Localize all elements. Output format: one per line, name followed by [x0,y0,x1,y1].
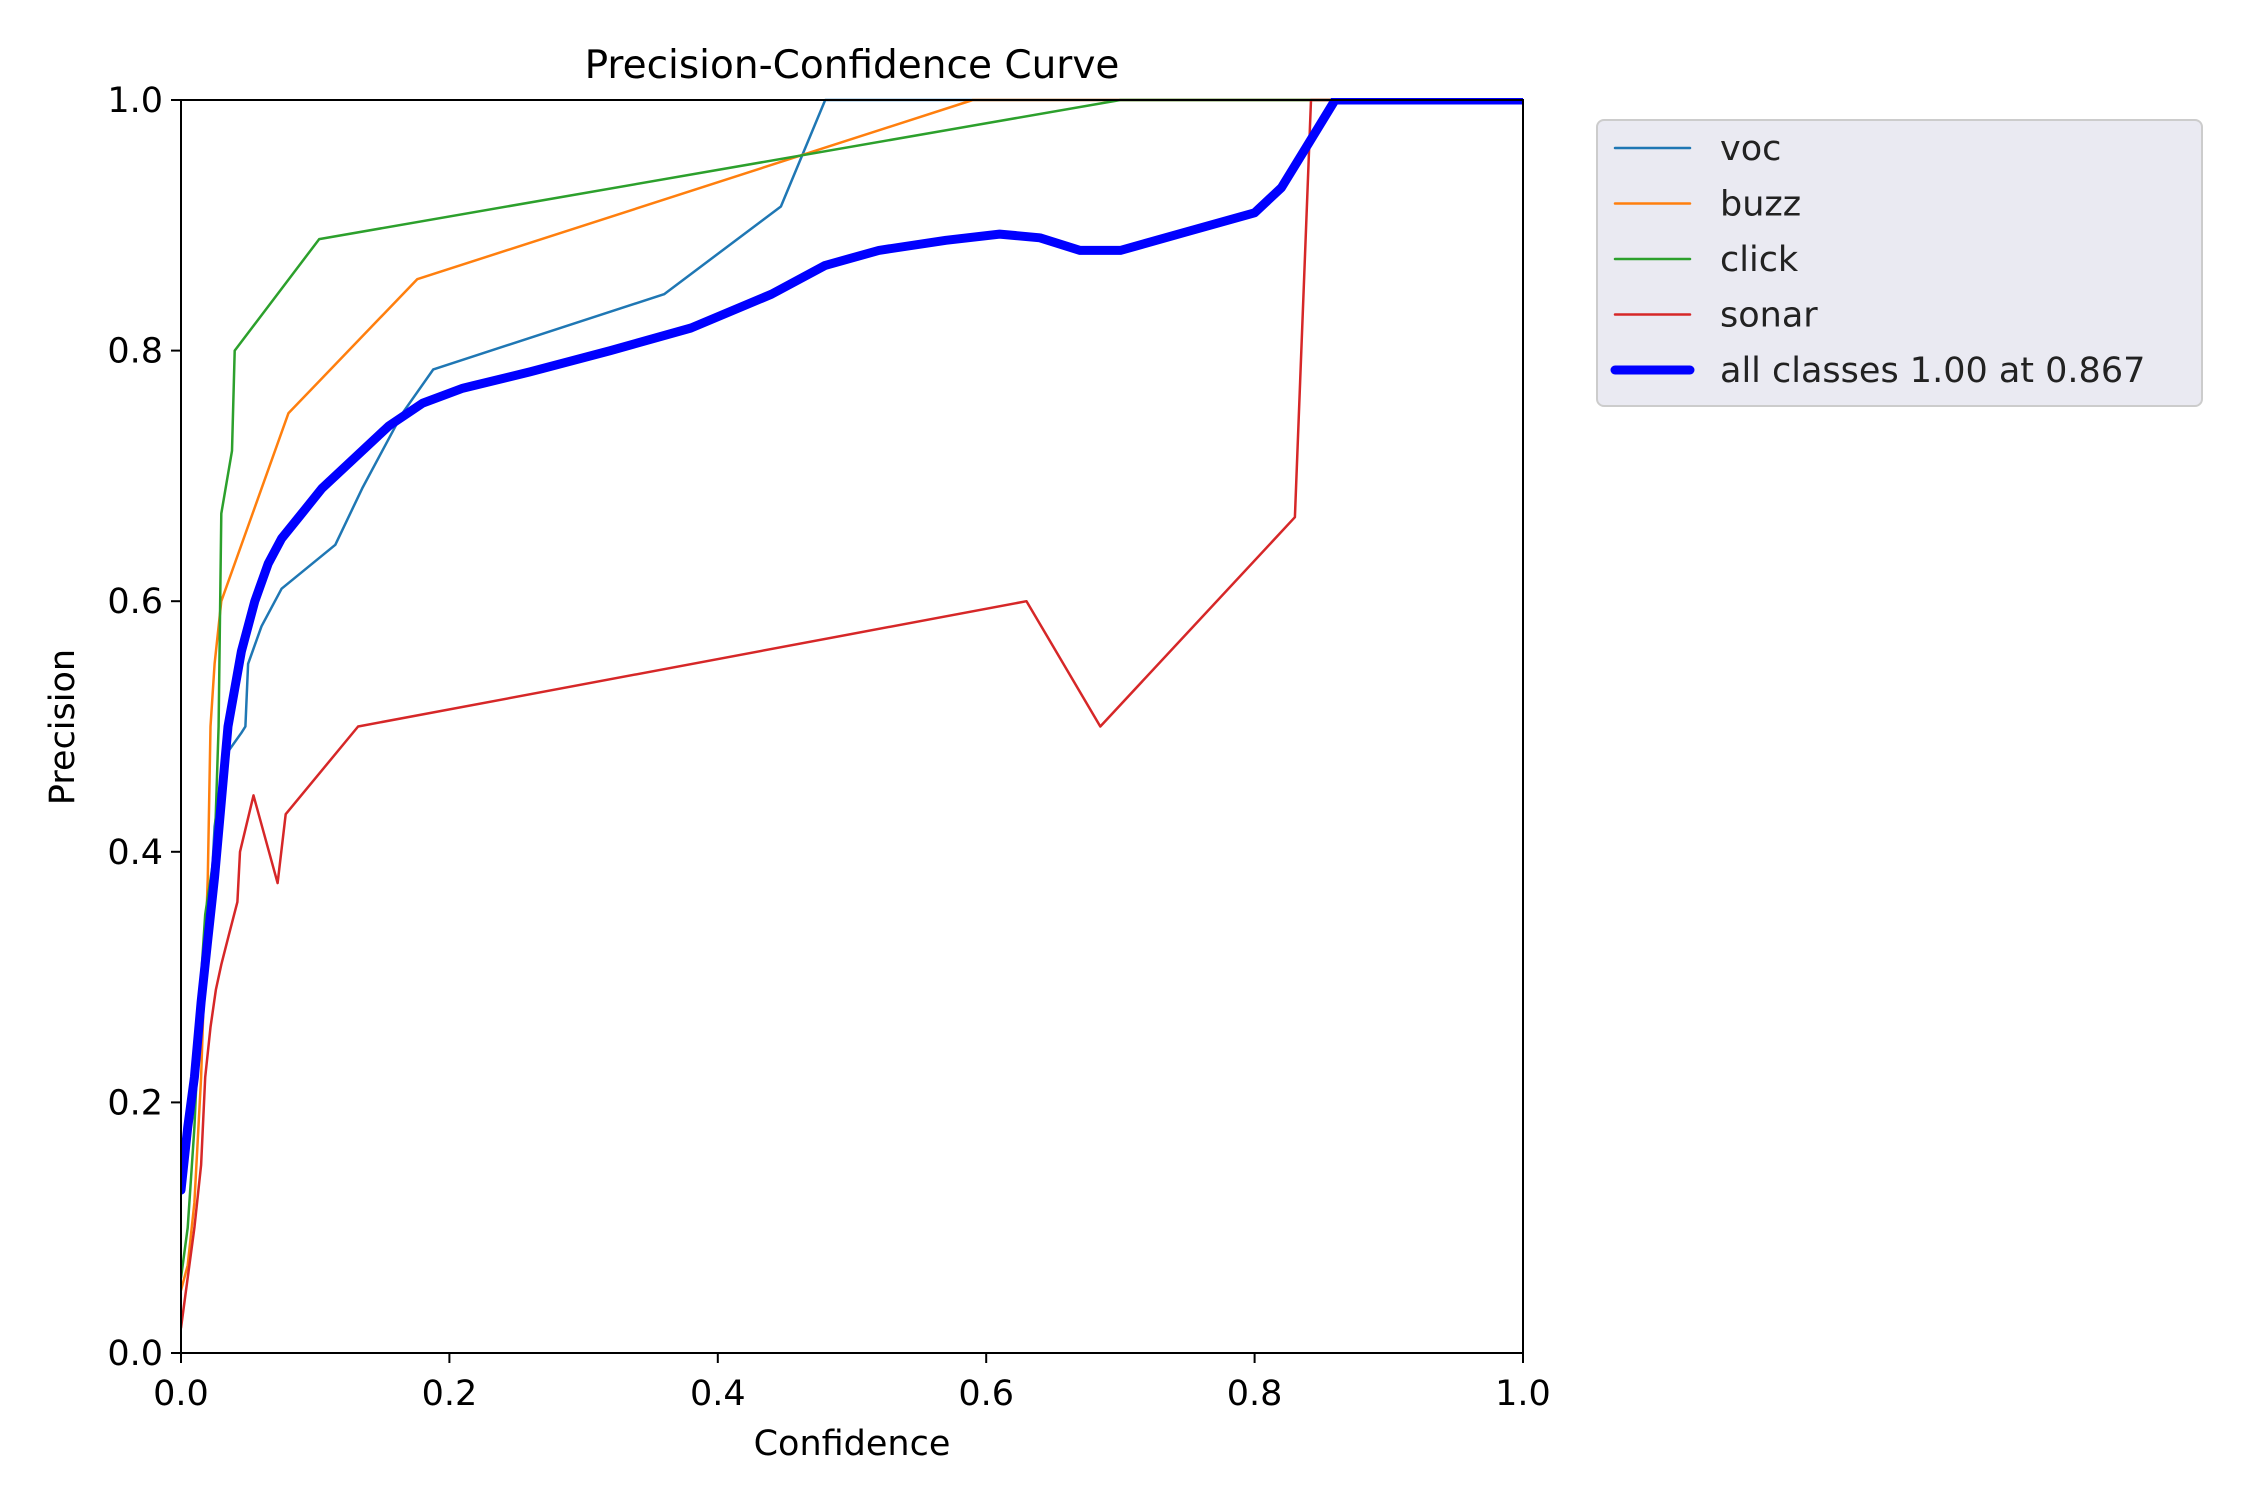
x-axis-label: Confidence [754,1424,951,1464]
series-line-2 [181,98,1523,1280]
y-tick-label: 0.8 [107,332,163,372]
legend-box [1596,119,2203,407]
y-tick-label: 0.2 [107,1083,163,1123]
ticks-group: 0.0 0.2 0.4 0.6 0.8 1.0 0.0 0.2 0.4 0.6 0.8 1.0 [107,81,1551,1414]
legend-label-2: click [1720,240,1799,280]
legend-label-0: voc [1720,129,1781,169]
series-line-3 [181,98,1523,1330]
plot-frame [180,99,1524,1354]
y-tick-label: 0.6 [107,582,163,622]
y-axis-label: Precision [43,649,83,805]
y-tick-label: 0.0 [107,1334,163,1374]
chart-title: Precision-Confidence Curve [585,43,1120,88]
legend: voc buzz click sonar all classes 1.00 at 0.8… [1596,119,2203,407]
legend-label-3: sonar [1720,296,1818,336]
series-line-1 [181,98,1523,1292]
x-tick-label: 1.0 [1495,1374,1551,1414]
legend-label-4: all classes 1.00 at 0.867 [1720,351,2145,391]
series-line-4 [181,98,1523,1195]
y-tick-label: 1.0 [107,81,163,121]
x-tick-label: 0.2 [422,1374,478,1414]
x-tick-label: 0.0 [153,1374,209,1414]
y-tick-label: 0.4 [107,833,163,873]
legend-label-1: buzz [1720,185,1801,225]
x-tick-label: 0.6 [958,1374,1014,1414]
x-tick-label: 0.8 [1227,1374,1283,1414]
x-tick-label: 0.4 [690,1374,746,1414]
series-group [181,98,1523,1330]
